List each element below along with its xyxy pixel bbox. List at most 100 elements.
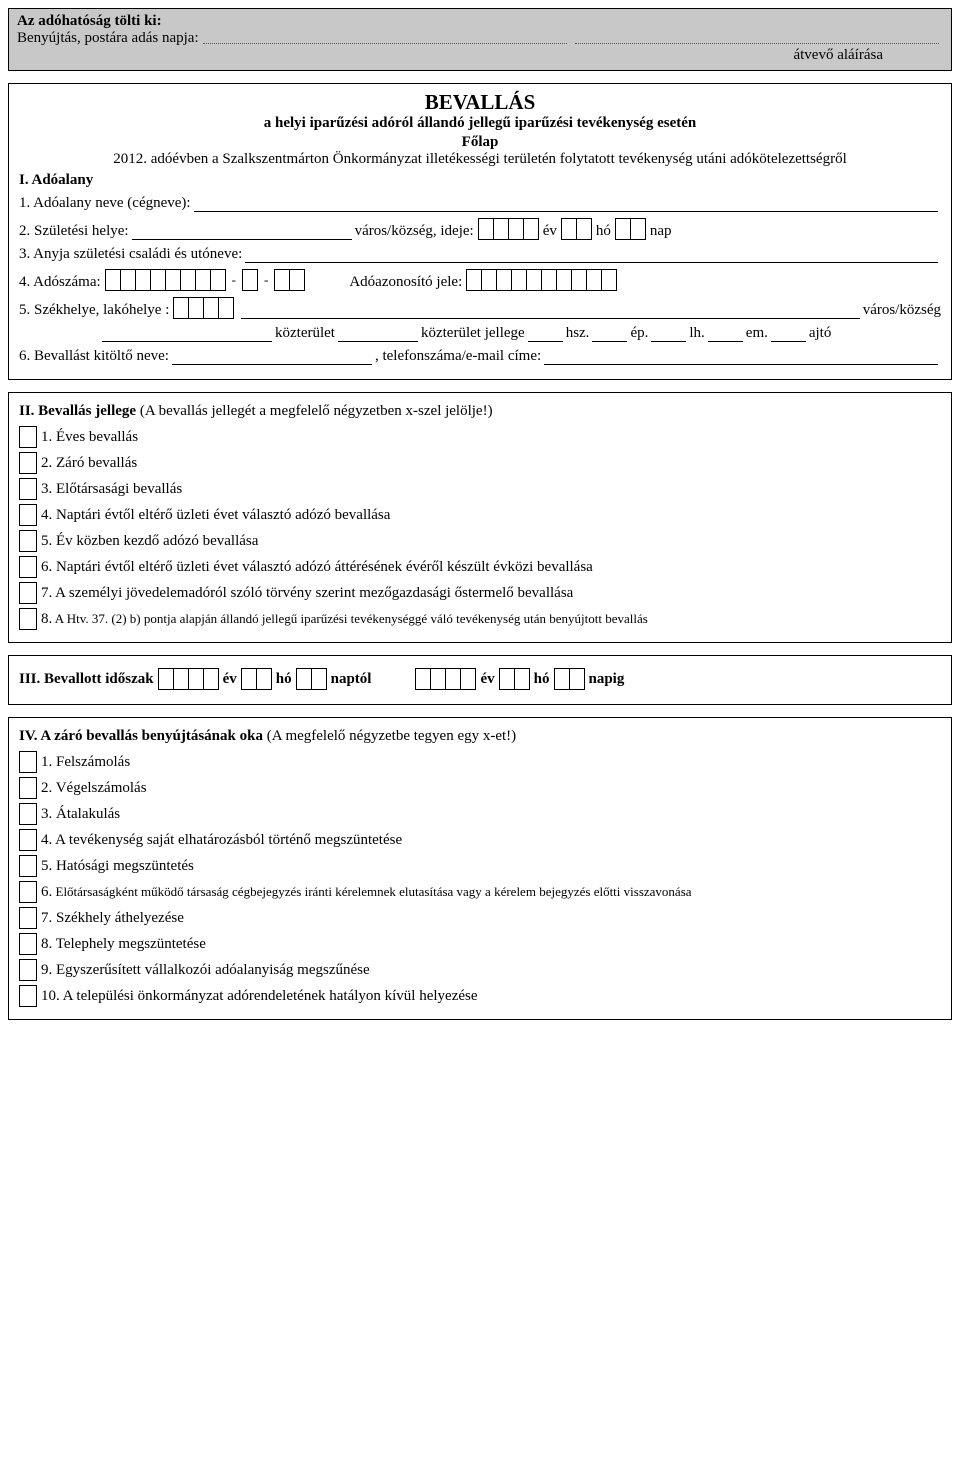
folap-label: Főlap (19, 134, 941, 151)
checkbox-iv-9[interactable] (19, 959, 37, 981)
taxpayer-name-label: 1. Adóalany neve (cégneve): (19, 195, 191, 212)
checkbox-iv-6[interactable] (19, 881, 37, 903)
birth-place-field[interactable] (132, 224, 352, 240)
year-line: 2012. adóévben a Szalkszentmárton Önkorm… (19, 151, 941, 168)
iv-item-2: 2. Végelszámolás (41, 780, 147, 797)
checkbox-iv-4[interactable] (19, 829, 37, 851)
birth-month-boxes[interactable] (561, 218, 592, 240)
filler-name-field[interactable] (172, 349, 372, 365)
iv-item-7: 7. Székhely áthelyezése (41, 910, 184, 927)
section-ii-head-bold: II. Bevallás jellege (19, 403, 136, 419)
month-label: hó (596, 223, 611, 240)
lh-label: lh. (689, 325, 704, 342)
checkbox-iv-7[interactable] (19, 907, 37, 929)
checkbox-ii-4[interactable] (19, 504, 37, 526)
day-label: nap (650, 223, 672, 240)
ii-item-4: 4. Naptári évtől eltérő üzleti évet vála… (41, 507, 390, 524)
checkbox-iv-10[interactable] (19, 985, 37, 1007)
section-i-head: I. Adóalany (19, 172, 941, 189)
section-iv-head-bold: IV. A záró bevallás benyújtásának oka (19, 728, 263, 744)
checkbox-iv-5[interactable] (19, 855, 37, 877)
seat-label: 5. Székhelye, lakóhelye : (19, 302, 169, 319)
tax-number-boxes-2[interactable] (242, 269, 258, 291)
checkbox-ii-8[interactable] (19, 608, 37, 630)
checkbox-ii-6[interactable] (19, 556, 37, 578)
period-from-year-boxes[interactable] (158, 668, 219, 690)
section-iii: III. Bevallott időszak év hó naptól év h… (8, 655, 952, 705)
checkbox-ii-1[interactable] (19, 426, 37, 448)
filler-contact-field[interactable] (544, 349, 938, 365)
form-subtitle: a helyi iparűzési adóról állandó jellegű… (19, 115, 941, 132)
iv-item-4: 4. A tevékenység saját elhatározásból tö… (41, 832, 402, 849)
ii-item-8: 8. A Htv. 37. (2) b) pontja alapján álla… (41, 611, 648, 628)
ajto-label: ajtó (809, 325, 832, 342)
tax-number-boxes-1[interactable] (105, 269, 226, 291)
from-day-label: naptól (331, 671, 372, 688)
checkbox-ii-7[interactable] (19, 582, 37, 604)
checkbox-ii-2[interactable] (19, 452, 37, 474)
checkbox-iv-3[interactable] (19, 803, 37, 825)
iv-item-9: 9. Egyszerűsített vállalkozói adóalanyis… (41, 962, 370, 979)
kozterulet-label: közterület (275, 325, 335, 342)
checkbox-iv-1[interactable] (19, 751, 37, 773)
iv-item-6-pre: 6. (41, 884, 52, 900)
tax-number-boxes-3[interactable] (274, 269, 305, 291)
checkbox-iv-2[interactable] (19, 777, 37, 799)
form-title: BEVALLÁS (19, 90, 941, 115)
ajto-field[interactable] (771, 326, 806, 342)
ii-item-1: 1. Éves bevallás (41, 429, 138, 446)
tax-id-boxes[interactable] (466, 269, 617, 291)
signature-field[interactable] (575, 30, 939, 44)
street-type-field[interactable] (338, 326, 418, 342)
submission-date-field[interactable] (203, 30, 567, 44)
authority-label: Az adóhatóság tölti ki: (17, 13, 943, 30)
section-iv-head-rest: (A megfelelő négyzetbe tegyen egy x-et!) (267, 728, 516, 744)
to-day-label: napig (589, 671, 625, 688)
checkbox-iv-8[interactable] (19, 933, 37, 955)
ep-field[interactable] (592, 326, 627, 342)
iv-item-6: 6. Előtársaságként működő társaság cégbe… (41, 884, 692, 901)
iv-item-8: 8. Telephely megszüntetése (41, 936, 206, 953)
to-month-label: hó (534, 671, 550, 688)
title-block: BEVALLÁS a helyi iparűzési adóról álland… (19, 90, 941, 168)
em-field[interactable] (708, 326, 743, 342)
period-to-month-boxes[interactable] (499, 668, 530, 690)
lh-field[interactable] (651, 326, 686, 342)
mother-name-label: 3. Anyja születési családi és utóneve: (19, 246, 242, 263)
period-to-day-boxes[interactable] (554, 668, 585, 690)
section-title-and-i: BEVALLÁS a helyi iparűzési adóról álland… (8, 83, 952, 380)
period-from-day-boxes[interactable] (296, 668, 327, 690)
hsz-field[interactable] (528, 326, 563, 342)
em-label: em. (746, 325, 768, 342)
section-ii-head-rest: (A bevallás jellegét a megfelelő négyzet… (140, 403, 493, 419)
birth-year-boxes[interactable] (478, 218, 539, 240)
iv-item-3: 3. Átalakulás (41, 806, 120, 823)
ep-label: ép. (630, 325, 648, 342)
birth-day-boxes[interactable] (615, 218, 646, 240)
kozterulet-jellege-label: közterület jellege (421, 325, 525, 342)
authority-fill-box: Az adóhatóság tölti ki: Benyújtás, postá… (8, 8, 952, 71)
postal-code-boxes[interactable] (173, 297, 234, 319)
ii-item-8-rest: A Htv. 37. (2) b) pontja alapján állandó… (52, 611, 648, 626)
filler-name-label: 6. Bevallást kitöltő neve: (19, 348, 169, 365)
mother-name-field[interactable] (245, 247, 938, 263)
period-from-month-boxes[interactable] (241, 668, 272, 690)
from-year-label: év (223, 671, 237, 688)
to-year-label: év (480, 671, 494, 688)
receiver-signature-label: átvevő aláírása (17, 47, 943, 64)
period-to-year-boxes[interactable] (415, 668, 476, 690)
ii-item-7: 7. A személyi jövedelemadóról szóló törv… (41, 585, 573, 602)
year-label: év (543, 223, 557, 240)
street-field[interactable] (102, 326, 272, 342)
city-village-label: város/község (863, 302, 941, 319)
filler-contact-label: , telefonszáma/e-mail címe: (375, 348, 541, 365)
ii-item-2: 2. Záró bevallás (41, 455, 137, 472)
ii-item-5: 5. Év közben kezdő adózó bevallása (41, 533, 258, 550)
tax-number-label: 4. Adószáma: (19, 274, 101, 291)
tax-sep-1: - (232, 272, 236, 288)
checkbox-ii-3[interactable] (19, 478, 37, 500)
taxpayer-name-field[interactable] (194, 196, 938, 212)
seat-city-field[interactable] (241, 303, 859, 319)
hsz-label: hsz. (566, 325, 590, 342)
checkbox-ii-5[interactable] (19, 530, 37, 552)
